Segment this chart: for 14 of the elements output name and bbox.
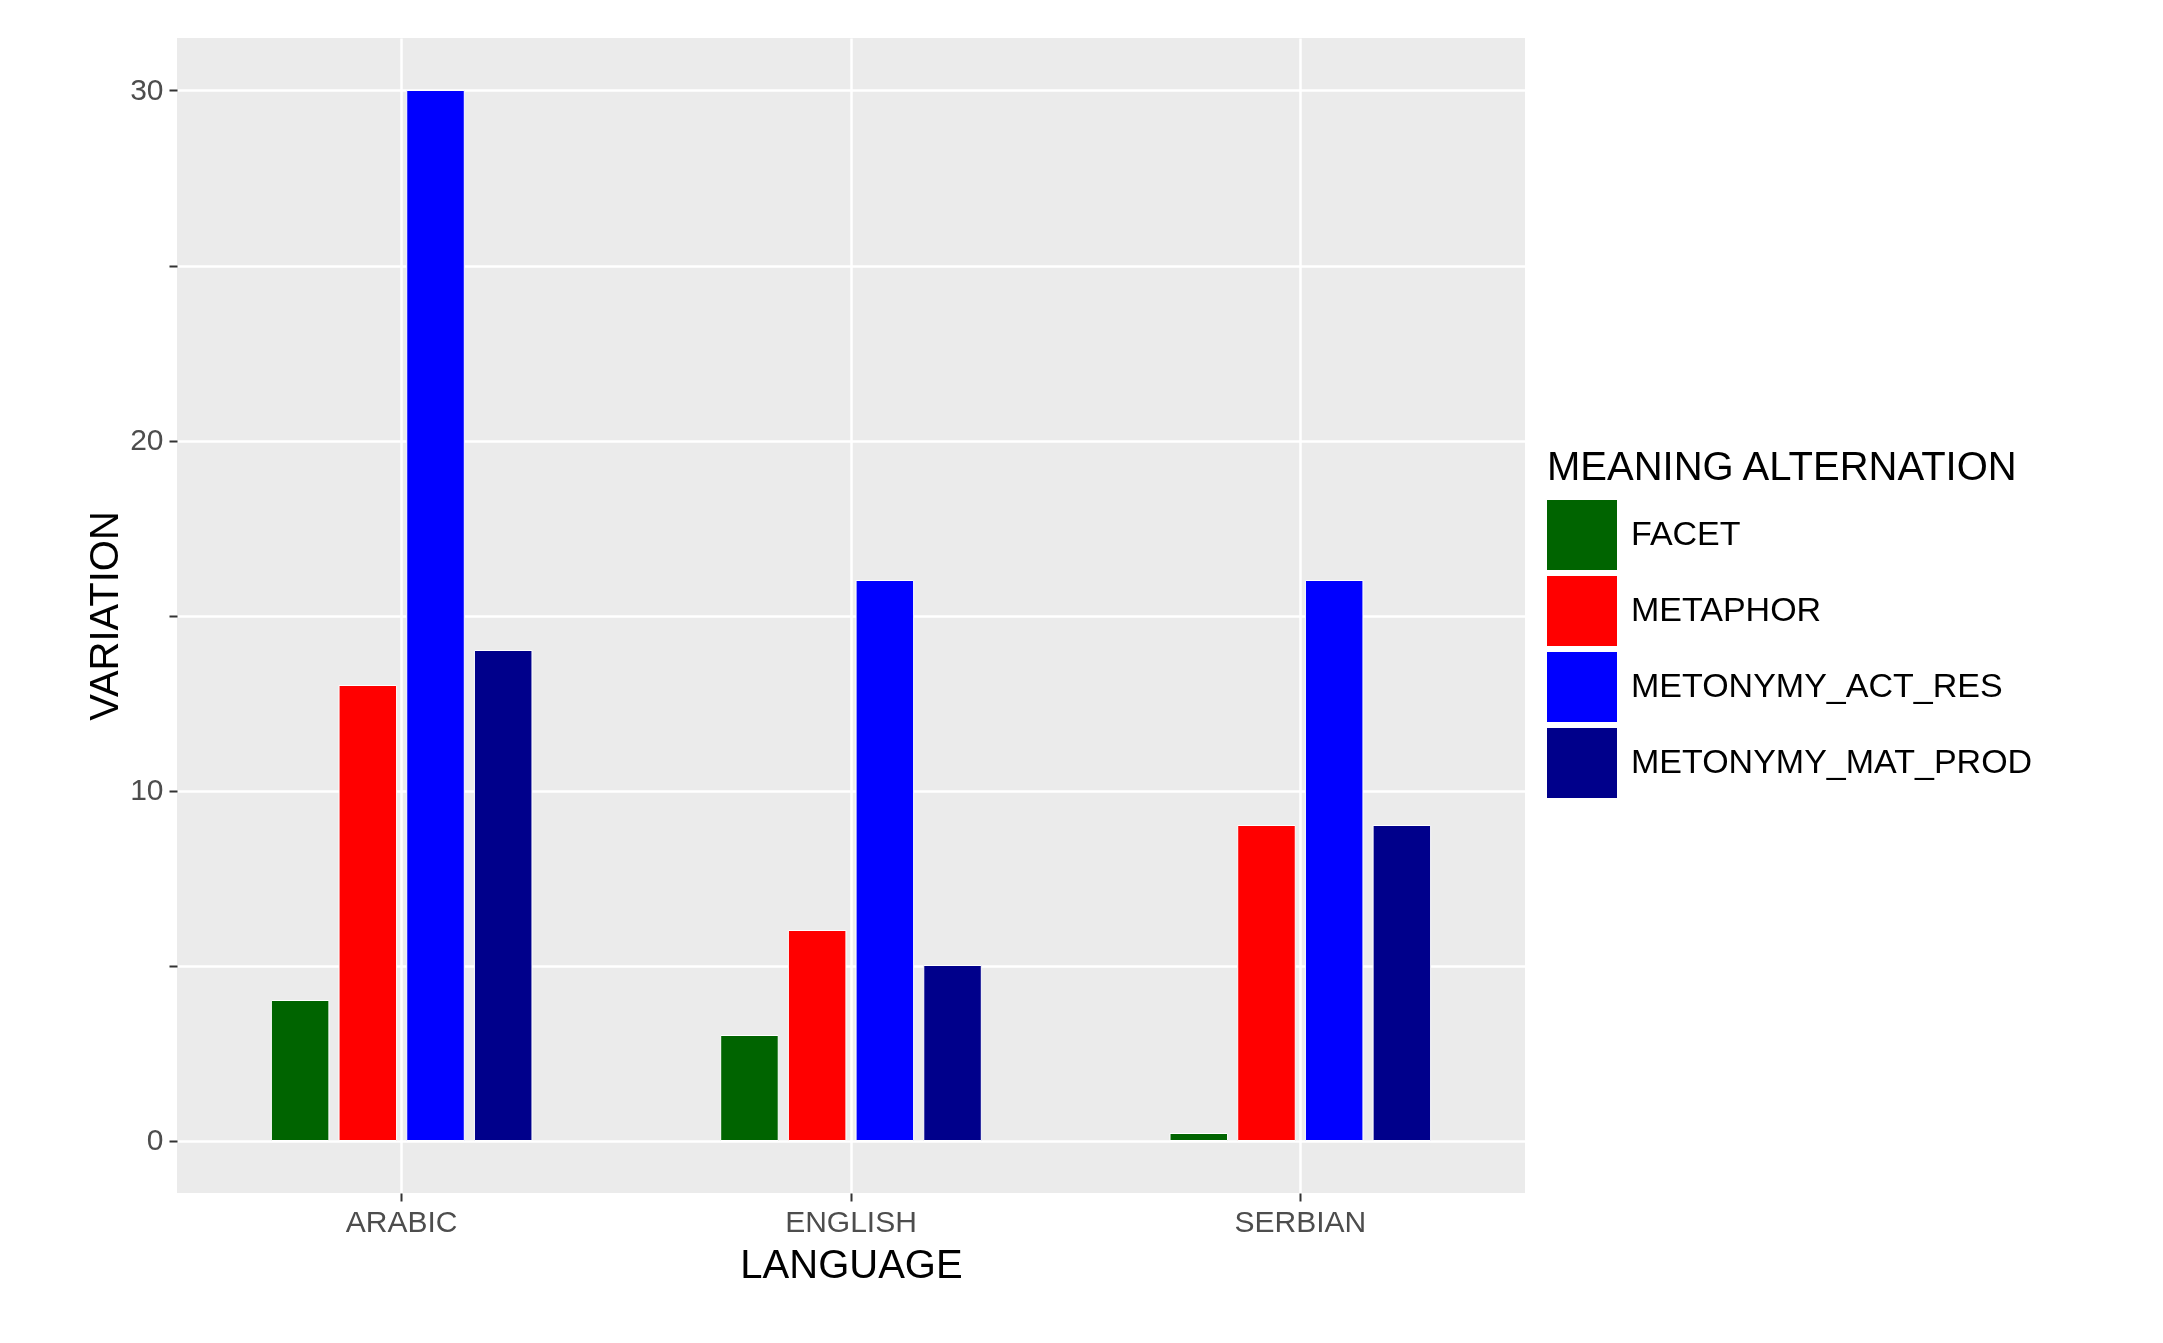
legend-label: METAPHOR <box>1631 590 1822 628</box>
legend-label: METONYMY_MAT_PROD <box>1631 742 2033 780</box>
y-tick-label: 10 <box>130 773 164 806</box>
legend-label: METONYMY_ACT_RES <box>1631 666 2003 704</box>
y-tick-label: 0 <box>146 1123 164 1156</box>
legend-title: MEANING ALTERNATION <box>1547 444 2017 488</box>
legend-label: FACET <box>1631 514 1741 552</box>
y-tick-label: 30 <box>130 73 164 106</box>
y-tick-label: 20 <box>130 423 164 456</box>
x-tick-label: ENGLISH <box>785 1204 917 1238</box>
x-axis-title: LANGUAGE <box>740 1241 963 1286</box>
x-tick-label: ARABIC <box>345 1204 458 1238</box>
y-axis-title: VARIATION <box>82 511 127 721</box>
x-tick-label: SERBIAN <box>1234 1204 1367 1238</box>
